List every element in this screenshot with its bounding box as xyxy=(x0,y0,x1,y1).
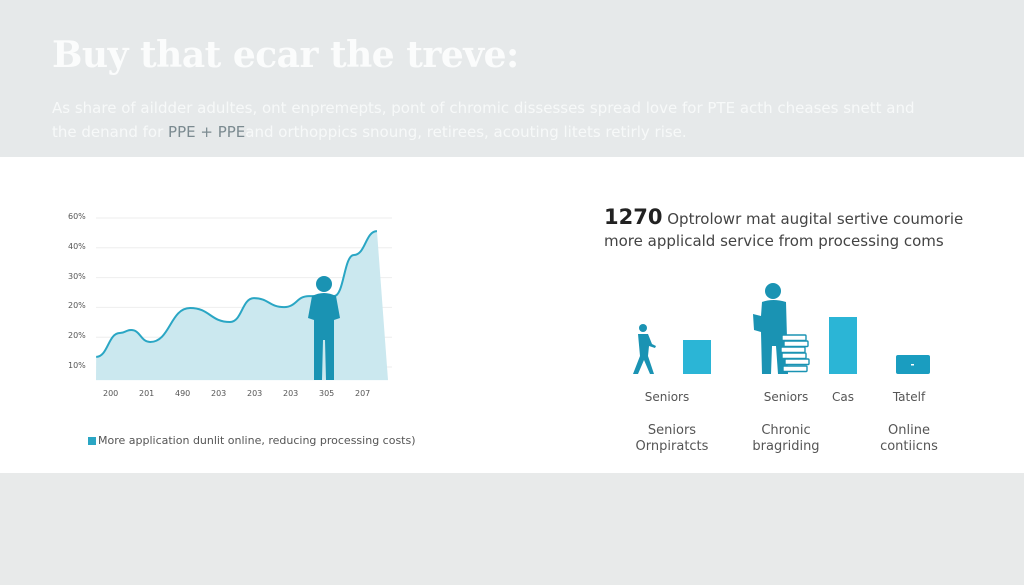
x-tick-label: 207 xyxy=(355,389,371,398)
headline-number: 1270 xyxy=(604,205,663,229)
x-tick-label: 203 xyxy=(211,389,227,398)
page-subtitle: As share of aildder adultes, ont enpreme… xyxy=(52,96,992,144)
x-tick-label: 203 xyxy=(283,389,299,398)
y-tick-label: 20% xyxy=(68,331,86,341)
book-icon xyxy=(783,340,809,348)
book-icon xyxy=(781,334,807,342)
page-title: Buy that ecar the treve: xyxy=(52,34,519,76)
bar-label: Tatelf xyxy=(892,390,926,404)
x-tick-label: 490 xyxy=(175,389,191,398)
book-icon xyxy=(782,365,808,373)
book-icon xyxy=(781,352,807,360)
series-line xyxy=(95,230,378,358)
x-tick-label: 200 xyxy=(103,389,119,398)
area-fill xyxy=(96,231,388,381)
group-label: Chronic bragriding xyxy=(752,423,820,454)
y-tick-label: 10% xyxy=(68,361,86,370)
subtitle-text: the denand for xyxy=(52,123,169,141)
group-label: Seniors Ornpiratcts xyxy=(635,423,709,454)
subtitle-highlight: PPE + PPE xyxy=(168,123,246,141)
bar-label: Cas xyxy=(832,390,854,404)
person-walking-icon xyxy=(639,324,647,332)
legend-label: More application dunlit online, reducing… xyxy=(98,434,416,447)
chart-legend: More application dunlit online, reducing… xyxy=(88,434,416,447)
person-standing-icon xyxy=(316,276,332,292)
header-band xyxy=(0,0,1024,157)
book-icon xyxy=(784,358,810,366)
headline-text: Optrolowr mat augital sertive coumorie xyxy=(667,210,964,228)
x-tick-label: 305 xyxy=(319,389,335,398)
x-tick-label: 201 xyxy=(139,389,155,398)
icon-label: Seniors xyxy=(763,390,809,404)
bar xyxy=(683,340,711,374)
person-walking-icon xyxy=(633,334,656,374)
subtitle-line-2: the denand for PPE + PPEand orthoppics s… xyxy=(52,120,992,144)
y-tick-label: 40% xyxy=(68,241,86,251)
person-with-books-icon xyxy=(753,300,788,374)
content-panel xyxy=(0,157,1024,473)
headline-stat: 1270 Optrolowr mat augital sertive coumo… xyxy=(604,206,963,252)
y-tick-label: 20% xyxy=(68,301,86,311)
subtitle-line-1: As share of aildder adultes, ont enpreme… xyxy=(52,99,915,117)
laptop-icon xyxy=(911,364,914,366)
bar-label: Seniors xyxy=(644,390,690,404)
person-standing-icon xyxy=(308,293,340,380)
subtitle-text: and orthoppics snoung, retirees, acoutin… xyxy=(245,123,687,141)
headline-text: more applicald service from processing c… xyxy=(604,232,944,250)
y-tick-label: 60% xyxy=(68,212,86,221)
y-tick-label: 30% xyxy=(68,271,86,281)
group-label: Online contiicns xyxy=(880,423,938,454)
x-tick-label: 203 xyxy=(247,389,263,398)
book-icon xyxy=(780,346,806,354)
footer-band xyxy=(0,473,1024,585)
legend-swatch xyxy=(88,436,96,445)
bar xyxy=(829,317,857,374)
person-with-books-icon xyxy=(765,283,781,299)
